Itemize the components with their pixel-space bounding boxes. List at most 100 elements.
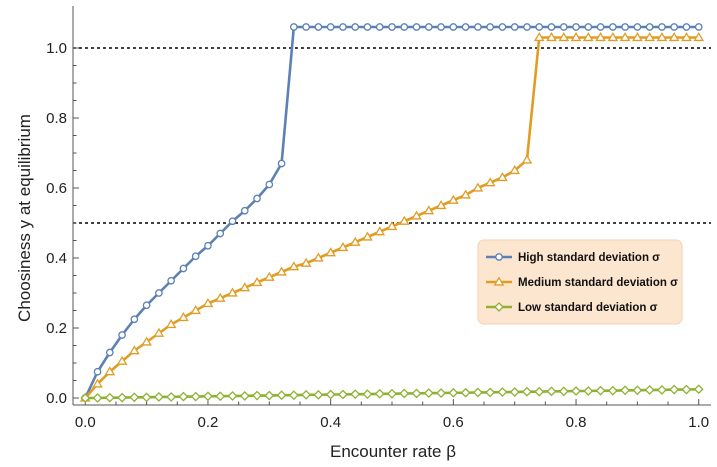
series-layer bbox=[79, 23, 705, 403]
data-point-medium bbox=[607, 32, 619, 42]
data-point-high bbox=[633, 23, 642, 31]
series-medium bbox=[79, 32, 705, 402]
data-point-low bbox=[693, 384, 704, 395]
x-tick-label: 0.6 bbox=[443, 414, 464, 431]
data-point-medium bbox=[202, 298, 214, 308]
data-point-high bbox=[424, 23, 433, 31]
data-point-low bbox=[485, 387, 496, 398]
x-tick-label: 1.0 bbox=[688, 414, 709, 431]
data-point-medium bbox=[644, 32, 655, 42]
y-tick-label: 1.0 bbox=[46, 40, 67, 57]
data-point-high bbox=[302, 23, 310, 31]
data-point-low bbox=[313, 389, 324, 400]
data-point-medium bbox=[214, 292, 226, 302]
data-point-high bbox=[339, 23, 347, 31]
data-point-medium bbox=[288, 261, 300, 271]
data-point-high bbox=[461, 23, 470, 31]
legend-label-high: High standard deviation σ bbox=[518, 252, 660, 264]
data-point-high bbox=[449, 23, 458, 31]
data-point-low bbox=[203, 391, 213, 402]
data-point-low bbox=[411, 388, 422, 399]
data-point-medium bbox=[325, 247, 336, 257]
data-point-low bbox=[583, 386, 594, 396]
data-point-low bbox=[399, 388, 410, 399]
data-point-low bbox=[558, 386, 569, 397]
data-point-medium bbox=[300, 257, 312, 267]
data-point-low bbox=[325, 389, 336, 400]
data-point-medium bbox=[546, 32, 557, 42]
data-point-low bbox=[632, 385, 643, 396]
data-point-high bbox=[277, 159, 286, 168]
data-point-low bbox=[436, 388, 446, 399]
x-tick-label: 0.4 bbox=[320, 414, 341, 431]
data-point-medium bbox=[693, 32, 705, 42]
data-point-high bbox=[572, 23, 580, 31]
data-point-low bbox=[153, 392, 164, 402]
data-point-high bbox=[240, 206, 249, 215]
data-point-low bbox=[522, 386, 532, 397]
y-tick-label: 0.2 bbox=[46, 320, 67, 337]
data-point-medium bbox=[386, 221, 398, 231]
legend: High standard deviation σ Medium standard… bbox=[477, 239, 683, 325]
data-point-low bbox=[387, 388, 397, 399]
data-point-low bbox=[227, 390, 238, 401]
data-point-medium bbox=[558, 32, 570, 42]
data-point-high bbox=[547, 23, 556, 31]
reference-lines bbox=[73, 47, 711, 224]
data-point-high bbox=[228, 217, 237, 226]
data-point-medium bbox=[681, 32, 692, 42]
data-point-high bbox=[142, 301, 151, 310]
data-point-medium bbox=[472, 182, 484, 192]
legend-label-medium: Medium standard deviation σ bbox=[518, 277, 678, 289]
data-point-low bbox=[215, 391, 226, 402]
data-point-high bbox=[400, 23, 409, 31]
data-point-medium bbox=[227, 287, 238, 297]
data-point-low bbox=[117, 392, 127, 403]
x-tick-label: 0.8 bbox=[566, 414, 587, 431]
series-line-high bbox=[84, 25, 699, 399]
data-point-high bbox=[498, 23, 507, 31]
data-point-high bbox=[130, 315, 139, 324]
data-point-low bbox=[276, 390, 287, 401]
data-point-medium bbox=[509, 165, 521, 175]
y-axis-title: Choosiness y at equilibrium bbox=[15, 114, 34, 322]
data-point-high bbox=[388, 23, 396, 31]
y-tick-label: 0.6 bbox=[46, 180, 67, 197]
data-point-low bbox=[669, 384, 680, 395]
data-point-medium bbox=[92, 378, 103, 388]
data-point-medium bbox=[374, 226, 386, 236]
y-tick-label: 0.4 bbox=[46, 250, 67, 267]
data-point-low bbox=[264, 390, 275, 401]
data-point-low bbox=[423, 388, 434, 399]
data-point-medium bbox=[104, 366, 116, 376]
data-point-low bbox=[620, 385, 631, 396]
data-point-medium bbox=[276, 266, 287, 276]
data-point-low bbox=[166, 392, 177, 402]
data-point-high bbox=[179, 264, 188, 273]
data-point-high bbox=[670, 23, 679, 31]
data-point-high bbox=[621, 23, 629, 31]
y-tick-label: 0.0 bbox=[46, 390, 67, 407]
data-point-low bbox=[534, 386, 545, 397]
data-point-low bbox=[288, 390, 299, 401]
x-tick-label: 0.2 bbox=[198, 414, 219, 431]
data-point-high bbox=[658, 23, 666, 31]
data-point-medium bbox=[116, 355, 128, 365]
data-point-low bbox=[546, 386, 557, 397]
data-point-high bbox=[559, 23, 568, 31]
data-point-medium bbox=[398, 215, 410, 225]
data-point-low bbox=[607, 385, 618, 396]
data-point-low bbox=[374, 388, 385, 399]
data-point-high bbox=[216, 229, 225, 238]
data-point-low bbox=[460, 387, 471, 398]
data-point-medium bbox=[448, 194, 459, 204]
data-point-high bbox=[351, 23, 360, 31]
y-tick-label: 0.8 bbox=[46, 110, 67, 127]
data-point-high bbox=[608, 23, 617, 31]
data-point-medium bbox=[632, 32, 643, 42]
data-point-medium bbox=[141, 336, 152, 346]
axes: 0.0 0.2 0.4 0.6 0.8 1.0 0.0 0.2 0.4 0.6 0.8 1.0 bbox=[46, 6, 711, 431]
data-point-medium bbox=[263, 271, 275, 281]
data-point-medium bbox=[423, 205, 435, 215]
data-point-high bbox=[289, 23, 298, 31]
